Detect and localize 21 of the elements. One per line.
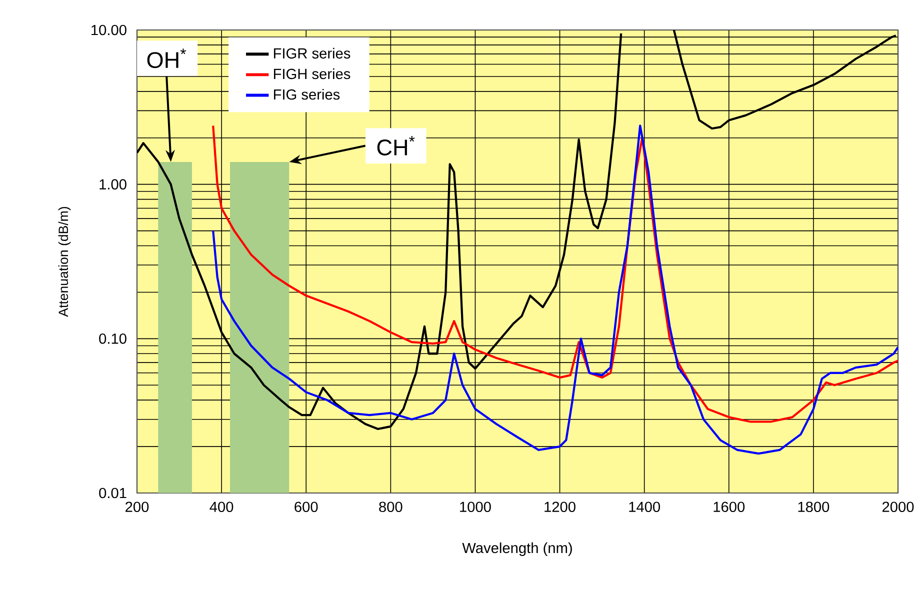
x-tick-label: 400 bbox=[210, 502, 234, 512]
y-tick-label: 0.10 bbox=[99, 334, 126, 344]
x-tick-label: 200 bbox=[126, 502, 149, 512]
y-tick-label: 10.00 bbox=[92, 24, 126, 36]
legend-label: FIG series bbox=[274, 88, 340, 100]
y-tick-label: 0.01 bbox=[99, 488, 126, 498]
band-label: CH$^{*}$ bbox=[377, 136, 415, 156]
x-tick-label: 1200 bbox=[544, 502, 576, 512]
x-tick-label: 1000 bbox=[460, 502, 491, 512]
x-tick-label: 2000 bbox=[882, 502, 914, 512]
x-tick-label: 600 bbox=[294, 502, 318, 512]
band-label: OH$^{*}$ bbox=[147, 48, 186, 68]
legend-label: FIGR series bbox=[274, 48, 350, 59]
x-tick-label: 1800 bbox=[798, 502, 830, 512]
legend-label: FIGH series bbox=[274, 68, 350, 80]
y-axis-title: Attenuation (dB/m) bbox=[58, 206, 71, 317]
x-axis-title: Wavelength (nm) bbox=[462, 542, 572, 556]
x-tick-label: 1400 bbox=[629, 502, 660, 512]
y-tick-label: 1.00 bbox=[100, 179, 126, 190]
x-tick-label: 800 bbox=[379, 502, 402, 512]
x-tick-label: 1600 bbox=[714, 502, 745, 512]
